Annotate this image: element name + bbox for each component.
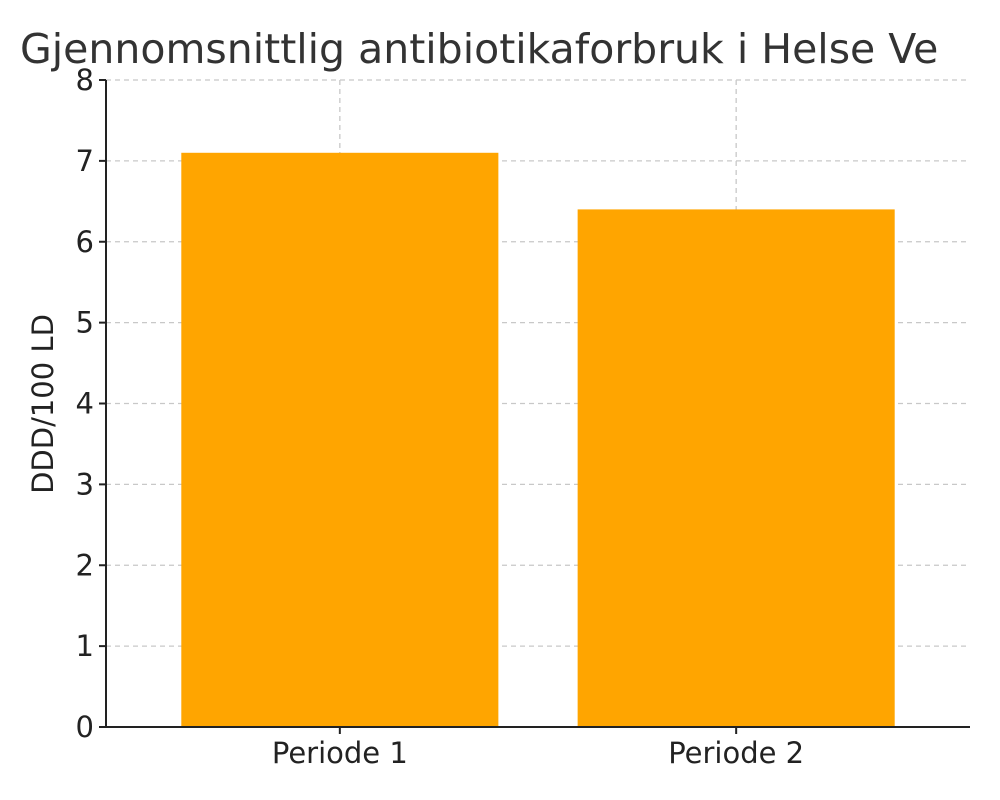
y-tick-label: 3	[76, 467, 94, 501]
y-tick-label: 5	[76, 306, 94, 340]
y-tick-label: 2	[76, 548, 94, 582]
chart-title: Gjennomsnittlig antibiotikaforbruk i Hel…	[20, 25, 938, 73]
x-tick-label: Periode 2	[668, 736, 804, 770]
bar-2	[577, 209, 895, 727]
x-tick-label: Periode 1	[272, 736, 408, 770]
tick-labels: 0 1 2 3 4 5 6 7 8 Periode 1 Periode 2	[76, 63, 805, 770]
y-tick-label: 8	[76, 63, 94, 97]
bars	[181, 152, 895, 728]
y-tick-label: 0	[76, 710, 94, 744]
y-tick-label: 7	[76, 144, 94, 178]
bar-1	[181, 152, 499, 728]
y-axis-label: DDD/100 LD	[26, 314, 60, 494]
y-tick-label: 4	[76, 387, 94, 421]
axes	[99, 79, 970, 734]
y-tick-label: 6	[76, 225, 94, 259]
y-tick-label: 1	[76, 629, 94, 663]
